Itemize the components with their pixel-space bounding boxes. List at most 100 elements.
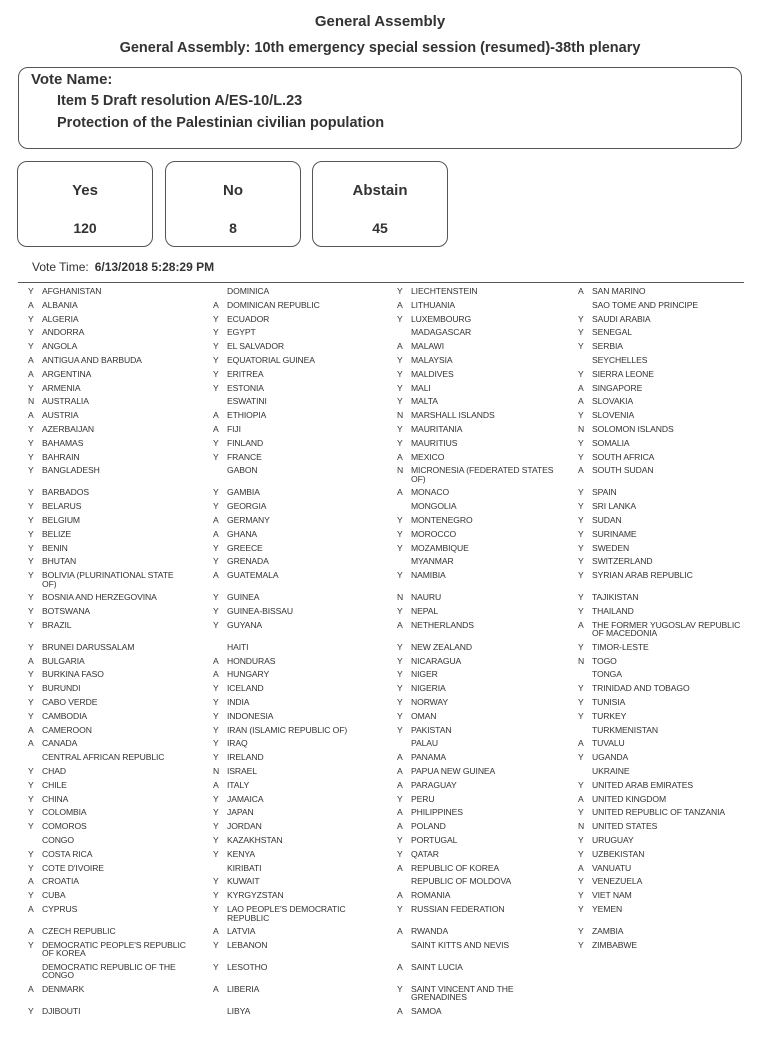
country-name: TURKMENISTAN xyxy=(592,724,658,735)
vote-value: Y xyxy=(28,766,34,776)
country-vote-entry: Y MALDIVES xyxy=(397,370,557,379)
vote-value: Y xyxy=(578,904,584,914)
vote-value: A xyxy=(578,619,584,630)
country-name: CYPRUS xyxy=(42,904,78,914)
country-vote-entry: Y PERU xyxy=(397,793,557,804)
country-name: ARMENIA xyxy=(42,382,81,393)
vote-value xyxy=(397,502,411,511)
country-vote-entry: A THE FORMER YUGOSLAV REPUBLIC OF MACEDON… xyxy=(578,619,748,638)
vote-value: Y xyxy=(397,835,403,845)
country-name: FINLAND xyxy=(227,437,264,448)
vote-value: A xyxy=(213,528,219,539)
vote-value xyxy=(397,941,411,950)
vote-value: A xyxy=(397,341,403,352)
country-vote-entry: A GERMANY xyxy=(213,516,373,525)
country-vote-entry: Y TURKEY xyxy=(578,712,748,721)
resolution-item: Item 5 Draft resolution A/ES-10/L.23 xyxy=(57,93,303,109)
vote-value xyxy=(397,328,411,337)
vote-value xyxy=(578,670,592,679)
vote-value: Y xyxy=(28,528,34,539)
country-vote-entry: Y ZAMBIA xyxy=(578,927,748,936)
country-vote-entry: Y DEMOCRATIC PEOPLE'S REPUBLIC OF KOREA xyxy=(28,940,188,958)
country-name: IRELAND xyxy=(227,752,264,763)
country-vote-entry: A LATVIA xyxy=(213,927,373,936)
country-name: OMAN xyxy=(411,710,437,721)
country-vote-entry: Y EL SALVADOR xyxy=(213,342,373,351)
country-vote-entry: Y SWITZERLAND xyxy=(578,557,748,566)
country-name: ITALY xyxy=(227,779,250,790)
vote-value: Y xyxy=(28,1005,34,1016)
vote-value: Y xyxy=(28,821,34,832)
country-vote-entry: Y TAJIKISTAN xyxy=(578,593,748,602)
country-name: FIJI xyxy=(227,424,241,434)
vote-value: Y xyxy=(578,752,584,763)
vote-value: Y xyxy=(578,710,584,721)
vote-value: A xyxy=(397,451,403,462)
vote-value: Y xyxy=(578,556,584,567)
country-name: GABON xyxy=(227,465,258,476)
vote-value: Y xyxy=(213,592,219,603)
yes-count: 120 xyxy=(73,220,97,236)
vote-value: Y xyxy=(213,807,219,818)
country-name: ANDORRA xyxy=(42,327,85,338)
vote-value: N xyxy=(213,766,220,776)
country-vote-entry: Y BANGLADESH xyxy=(28,466,188,475)
country-name: NAURU xyxy=(411,592,442,603)
country-vote-entry: Y SRI LANKA xyxy=(578,502,748,511)
country-vote-entry: A ROMANIA xyxy=(397,891,557,900)
vote-value: A xyxy=(213,779,219,790)
country-name: CROATIA xyxy=(42,876,79,887)
country-name: ETHIOPIA xyxy=(227,410,267,421)
country-name: LEBANON xyxy=(227,939,268,950)
country-name: SYRIAN ARAB REPUBLIC xyxy=(592,570,693,581)
country-vote-entry: A ETHIOPIA xyxy=(213,411,373,420)
country-name: MONTENEGRO xyxy=(411,515,473,525)
country-vote-entry: Y RUSSIAN FEDERATION xyxy=(397,905,557,914)
vote-value: Y xyxy=(28,542,34,553)
vote-value: Y xyxy=(213,793,219,804)
abstain-count: 45 xyxy=(372,220,388,236)
country-vote-entry: SAINT KITTS AND NEVIS xyxy=(397,941,557,950)
country-name: DOMINICAN REPUBLIC xyxy=(227,299,320,310)
country-vote-entry: Y UZBEKISTAN xyxy=(578,850,748,859)
vote-value: Y xyxy=(213,487,219,498)
country-name: KUWAIT xyxy=(227,876,260,887)
vote-value: Y xyxy=(28,501,34,512)
country-name: COMOROS xyxy=(42,821,87,832)
vote-value: A xyxy=(397,890,403,901)
country-vote-entry: N MICRONESIA (FEDERATED STATES OF) xyxy=(397,466,557,483)
country-name: CHILE xyxy=(42,779,67,790)
country-vote-entry: Y NORWAY xyxy=(397,698,557,707)
country-vote-entry: Y CHAD xyxy=(28,767,188,776)
vote-value: Y xyxy=(28,451,34,462)
country-vote-entry: A CYPRUS xyxy=(28,905,188,914)
country-name: KIRIBATI xyxy=(227,862,262,873)
vote-value: Y xyxy=(578,779,584,790)
country-name: DENMARK xyxy=(42,983,85,994)
vote-value xyxy=(578,767,592,776)
vote-value: Y xyxy=(213,835,219,845)
vote-value: Y xyxy=(397,655,403,666)
country-vote-entry: A LITHUANIA xyxy=(397,301,557,310)
country-name: BHUTAN xyxy=(42,556,77,567)
country-vote-entry: A CANADA xyxy=(28,739,188,748)
country-vote-entry: Y LESOTHO xyxy=(213,963,373,972)
country-vote-entry: Y MALTA xyxy=(397,397,557,406)
vote-value: Y xyxy=(578,926,584,936)
vote-value: Y xyxy=(213,437,219,448)
vote-value: Y xyxy=(397,793,403,804)
country-name: BRUNEI DARUSSALAM xyxy=(42,641,135,652)
vote-value: A xyxy=(213,926,219,936)
vote-value: Y xyxy=(28,683,34,694)
country-name: PAKISTAN xyxy=(411,724,452,735)
country-name: COTE D'IVOIRE xyxy=(42,862,104,873)
vote-value: Y xyxy=(213,341,219,352)
country-vote-entry: A UNITED KINGDOM xyxy=(578,794,748,804)
country-vote-entry: N MARSHALL ISLANDS xyxy=(397,411,557,420)
vote-value: A xyxy=(578,862,584,873)
vote-value: Y xyxy=(578,807,584,818)
country-vote-entry: Y VIET NAM xyxy=(578,891,748,900)
vote-value xyxy=(578,726,592,735)
country-name: INDONESIA xyxy=(227,710,274,721)
country-name: COLOMBIA xyxy=(42,807,87,818)
